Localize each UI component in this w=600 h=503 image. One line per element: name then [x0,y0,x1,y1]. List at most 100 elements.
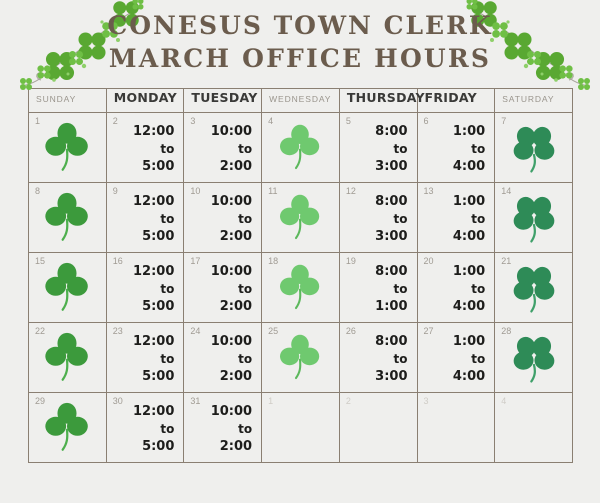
time-separator: to [393,211,408,226]
office-hours: 12:00 to 5:00 [107,193,179,246]
page-title: CONESUS TOWN CLERK MARCH OFFICE HOURS [0,9,600,75]
office-hours: 8:00 to 3:00 [340,123,412,176]
calendar-day-cell[interactable]: 31 10:00 to 2:00 [183,392,263,463]
calendar-day-cell[interactable]: 26 8:00 to 3:00 [338,322,418,393]
calendar-day-cell[interactable]: 4 [494,392,573,463]
clover-dark-icon [495,323,572,392]
close-time: 5:00 [142,369,175,384]
office-hours: 1:00 to 4:00 [418,123,490,176]
calendar-week-row: 1 2 12:00 to 5:00 3 10:00 to 2:00 4 5 8:00 to 3:00 6 1:… [28,112,573,183]
office-hours: 12:00 to 5:00 [107,333,179,386]
weekday-label: WEDNESDAY [269,94,332,104]
day-number: 19 [345,256,356,266]
day-number: 28 [501,326,512,336]
day-number: 9 [112,186,118,196]
calendar-day-cell[interactable]: 17 10:00 to 2:00 [183,252,263,323]
calendar-day-cell[interactable]: 23 12:00 to 5:00 [105,322,185,393]
calendar-day-cell[interactable]: 24 10:00 to 2:00 [183,322,263,393]
close-time: 5:00 [142,229,175,244]
close-time: 2:00 [219,369,253,384]
weekday-label: SUNDAY [36,94,77,104]
calendar-week-row: 29 30 12:00 to 5:00 31 10:00 to 2:00 1 2 3 4 [28,392,573,463]
time-separator: to [160,281,175,296]
calendar-day-cell[interactable]: 22 [28,322,107,393]
time-separator: to [238,281,253,296]
calendar-day-cell[interactable]: 2 [338,392,418,463]
calendar-week-row: 15 16 12:00 to 5:00 17 10:00 to 2:00 18 19 8:00 to 1:… [28,252,573,323]
office-hours: 1:00 to 4:00 [418,333,490,386]
calendar-day-cell[interactable]: 13 1:00 to 4:00 [416,182,496,253]
open-time: 1:00 [452,194,486,209]
time-separator: to [393,141,408,156]
time-separator: to [471,351,486,366]
close-time: 5:00 [142,159,175,174]
calendar-day-cell[interactable]: 3 [416,392,496,463]
calendar-day-cell[interactable]: 4 [261,112,340,183]
office-hours: 10:00 to 2:00 [184,403,256,456]
calendar-day-cell[interactable]: 18 [261,252,340,323]
day-number: 21 [501,256,512,266]
calendar-day-cell[interactable]: 29 [28,392,107,463]
shamrock-medium-icon [29,253,106,322]
open-time: 10:00 [210,404,253,419]
open-time: 12:00 [133,334,175,349]
office-hours: 10:00 to 2:00 [184,193,256,246]
calendar-day-cell[interactable]: 25 [261,322,340,393]
calendar-day-cell[interactable]: 11 [261,182,340,253]
office-hours: 12:00 to 5:00 [107,403,179,456]
day-number: 23 [112,326,123,336]
close-time: 3:00 [375,159,408,174]
calendar-day-cell[interactable]: 10 10:00 to 2:00 [183,182,263,253]
open-time: 12:00 [133,404,175,419]
close-time: 2:00 [219,159,253,174]
calendar-day-cell[interactable]: 20 1:00 to 4:00 [416,252,496,323]
office-hours: 8:00 to 1:00 [340,263,412,316]
calendar-day-cell[interactable]: 12 8:00 to 3:00 [338,182,418,253]
day-number: 7 [501,116,507,126]
calendar-day-cell[interactable]: 30 12:00 to 5:00 [105,392,185,463]
shamrock-light-icon [262,323,339,392]
time-separator: to [471,281,486,296]
calendar-day-cell[interactable]: 27 1:00 to 4:00 [416,322,496,393]
calendar-day-cell[interactable]: 7 [494,112,573,183]
office-hours: 8:00 to 3:00 [340,333,412,386]
calendar-day-cell[interactable]: 21 [494,252,573,323]
calendar-day-cell[interactable]: 6 1:00 to 4:00 [416,112,496,183]
calendar-day-cell[interactable]: 15 [28,252,107,323]
open-time: 12:00 [133,124,175,139]
calendar-day-cell[interactable]: 1 [28,112,107,183]
close-time: 3:00 [375,369,408,384]
office-hours-calendar: SUNDAY MONDAY TUESDAY WEDNESDAY THURSDAY FRID… [28,88,573,463]
calendar-day-cell[interactable]: 2 12:00 to 5:00 [105,112,185,183]
calendar-day-cell[interactable]: 19 8:00 to 1:00 [338,252,418,323]
day-number: 1 [268,396,274,406]
calendar-day-cell[interactable]: 14 [494,182,573,253]
weekday-label: TUESDAY [191,90,258,105]
day-number: 1 [35,116,41,126]
day-number: 29 [35,396,46,406]
calendar-day-cell[interactable]: 5 8:00 to 3:00 [338,112,418,183]
day-number: 15 [35,256,46,266]
day-number: 24 [190,326,201,336]
day-number: 3 [423,396,429,406]
day-number: 4 [501,396,507,406]
calendar-day-cell[interactable]: 1 [261,392,340,463]
clover-dark-icon [495,253,572,322]
page-header: CONESUS TOWN CLERK MARCH OFFICE HOURS [0,0,600,90]
calendar-day-cell[interactable]: 28 [494,322,573,393]
open-time: 1:00 [452,264,486,279]
calendar-day-cell[interactable]: 16 12:00 to 5:00 [105,252,185,323]
day-number: 6 [423,116,429,126]
clover-dark-icon [495,183,572,252]
open-time: 8:00 [375,194,408,209]
calendar-day-cell[interactable]: 8 [28,182,107,253]
close-time: 2:00 [219,229,253,244]
calendar-day-cell[interactable]: 3 10:00 to 2:00 [183,112,263,183]
shamrock-light-icon [262,253,339,322]
day-number: 4 [268,116,274,126]
open-time: 10:00 [210,194,253,209]
shamrock-medium-icon [29,113,106,182]
calendar-header-sunday: SUNDAY [28,88,107,113]
calendar-day-cell[interactable]: 9 12:00 to 5:00 [105,182,185,253]
office-hours: 10:00 to 2:00 [184,123,256,176]
